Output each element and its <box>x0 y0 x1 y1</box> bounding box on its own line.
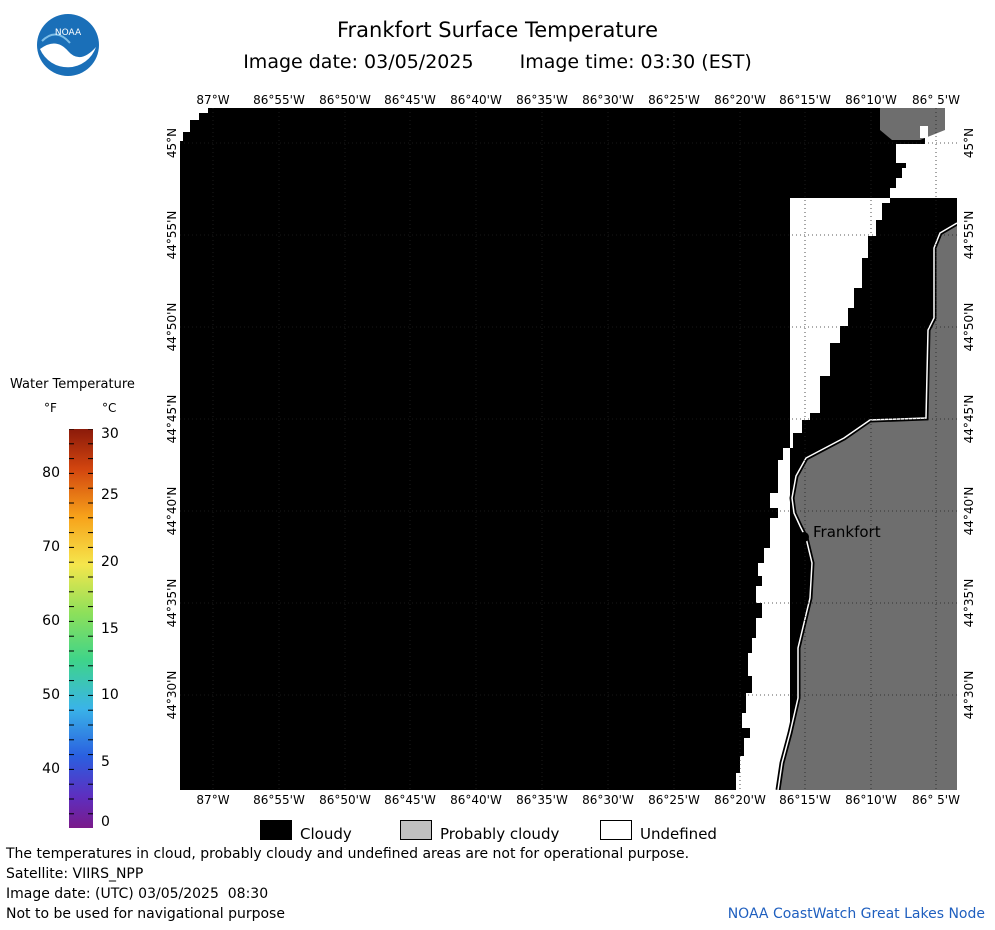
lat-label: 45°N <box>165 127 179 159</box>
logo-text: NOAA <box>55 28 82 38</box>
lon-label: 86°35'W <box>516 93 568 107</box>
graticule <box>180 108 957 790</box>
lon-label: 86°40'W <box>450 93 502 107</box>
lat-label: 44°30'N <box>165 670 179 720</box>
lon-label: 86°30'W <box>582 93 634 107</box>
lat-label: 44°40'N <box>962 486 976 536</box>
undefined-area <box>736 108 957 790</box>
lat-label: 44°30'N <box>962 670 976 720</box>
lat-label: 44°50'N <box>165 302 179 352</box>
image-time: Image time: 03:30 (EST) <box>519 51 752 73</box>
c-tick-label: 5 <box>101 754 110 770</box>
lat-label: 44°55'N <box>962 210 976 260</box>
lon-label: 87°W <box>196 93 230 107</box>
satellite: Satellite: VIIRS_NPP <box>6 866 144 882</box>
lon-label: 86°45'W <box>384 793 436 807</box>
lon-label: 86°20'W <box>714 93 766 107</box>
lon-label: 86°40'W <box>450 793 502 807</box>
lon-label: 86°20'W <box>714 793 766 807</box>
f-tick-label: 70 <box>42 539 60 555</box>
utc-date: Image date: (UTC) 03/05/2025 08:30 <box>6 886 269 902</box>
page-title: Frankfort Surface Temperature <box>336 18 658 42</box>
lon-label: 87°W <box>196 793 230 807</box>
image-date: Image date: 03/05/2025 <box>243 51 474 73</box>
probably-cloudy-area <box>880 108 945 140</box>
f-tick-label: 40 <box>42 761 60 777</box>
lon-label: 86°50'W <box>319 793 371 807</box>
nav-warning: Not to be used for navigational purpose <box>6 906 285 922</box>
lat-label: 44°45'N <box>962 394 976 444</box>
c-tick-label: 30 <box>101 426 119 442</box>
lon-label: 86°45'W <box>384 93 436 107</box>
temperature-colorbar <box>69 429 93 828</box>
lon-label: 86°55'W <box>253 793 305 807</box>
frankfort-marker <box>799 532 809 542</box>
image-datetime: Image date: 03/05/2025 Image time: 03:30… <box>0 51 995 73</box>
c-tick-label: 0 <box>101 814 110 830</box>
lon-label: 86° 5'W <box>912 93 960 107</box>
lon-label: 86°55'W <box>253 93 305 107</box>
undefined-area <box>180 108 208 141</box>
lon-label: 86°25'W <box>648 793 700 807</box>
c-tick-label: 10 <box>101 687 119 703</box>
lat-label: 44°40'N <box>165 486 179 536</box>
lat-label: 45°N <box>962 127 976 159</box>
lat-label: 44°35'N <box>962 578 976 628</box>
land <box>778 223 957 790</box>
unit-fahrenheit: °F <box>44 401 57 415</box>
lon-label: 86°50'W <box>319 93 371 107</box>
lat-label: 44°50'N <box>962 302 976 352</box>
f-tick-label: 50 <box>42 687 60 703</box>
lon-label: 86°10'W <box>845 93 897 107</box>
c-tick-label: 15 <box>101 621 119 637</box>
c-tick-label: 20 <box>101 554 119 570</box>
legend-title: Water Temperature <box>10 377 135 392</box>
lat-label: 44°35'N <box>165 578 179 628</box>
lat-label: 44°55'N <box>165 210 179 260</box>
f-tick-label: 80 <box>42 465 60 481</box>
lon-label: 86°30'W <box>582 793 634 807</box>
credit-link[interactable]: NOAA CoastWatch Great Lakes Node <box>727 906 985 922</box>
lon-label: 86°35'W <box>516 793 568 807</box>
lon-label: 86°15'W <box>779 793 831 807</box>
noaa-logo: NOAA <box>37 14 99 76</box>
unit-celsius: °C <box>102 401 117 415</box>
f-tick-label: 60 <box>42 613 60 629</box>
lat-label: 44°45'N <box>165 394 179 444</box>
lon-label: 86°25'W <box>648 93 700 107</box>
disclaimer: The temperatures in cloud, probably clou… <box>6 846 690 862</box>
lon-label: 86°10'W <box>845 793 897 807</box>
lon-label: 86°15'W <box>779 93 831 107</box>
c-tick-label: 25 <box>101 487 119 503</box>
city-label: Frankfort <box>813 523 881 541</box>
undefined-area <box>896 144 930 168</box>
temperature-map: Frankfort <box>180 108 957 790</box>
lon-label: 86° 5'W <box>912 793 960 807</box>
